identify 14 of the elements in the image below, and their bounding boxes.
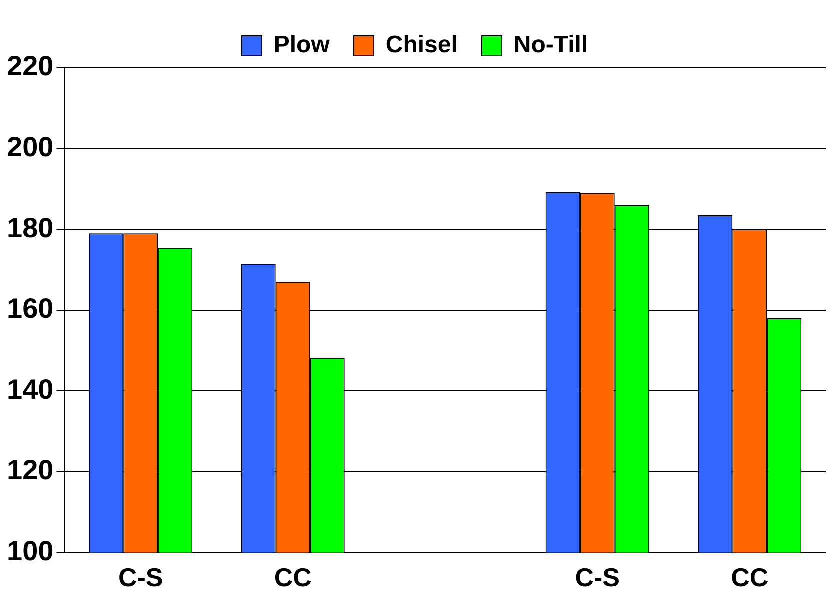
legend-label: Plow xyxy=(274,32,330,59)
y-tick-label: 200 xyxy=(7,132,54,163)
y-tick-label: 140 xyxy=(7,374,54,405)
x-tick-label: CC xyxy=(274,562,312,593)
x-tick-label: C-S xyxy=(575,562,620,593)
x-tick-label: C-S xyxy=(118,562,164,593)
x-tick-label: CC xyxy=(731,562,769,593)
y-tick-label: 180 xyxy=(7,212,54,244)
y-tick-label: 120 xyxy=(7,454,54,486)
y-tick-label: 220 xyxy=(7,50,54,82)
y-tick-label: 160 xyxy=(7,293,54,324)
legend-label: Chisel xyxy=(386,32,458,59)
y-tick-label: 100 xyxy=(7,536,54,567)
legend-label: No-Till xyxy=(514,32,588,59)
